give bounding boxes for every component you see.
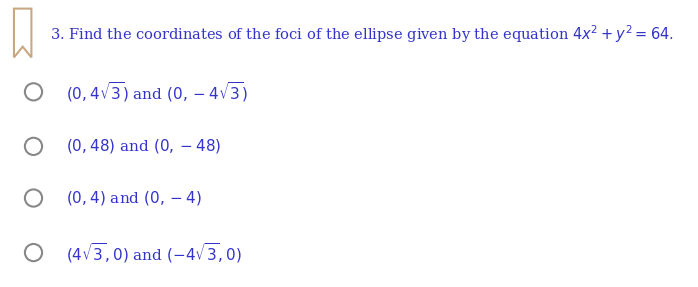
Text: $(0, 4)$ and $(0, -4)$: $(0, 4)$ and $(0, -4)$ <box>66 189 202 207</box>
Text: $(4\sqrt{3}, 0)$ and $(-4\sqrt{3}, 0)$: $(4\sqrt{3}, 0)$ and $(-4\sqrt{3}, 0)$ <box>66 241 242 265</box>
Text: $(0, 48)$ and $(0, -48)$: $(0, 48)$ and $(0, -48)$ <box>66 137 222 155</box>
Text: 3. Find the coordinates of the foci of the ellipse given by the equation $4x^2 +: 3. Find the coordinates of the foci of t… <box>50 23 674 45</box>
Text: $(0, 4\sqrt{3})$ and $(0, -4\sqrt{3})$: $(0, 4\sqrt{3})$ and $(0, -4\sqrt{3})$ <box>66 80 248 104</box>
